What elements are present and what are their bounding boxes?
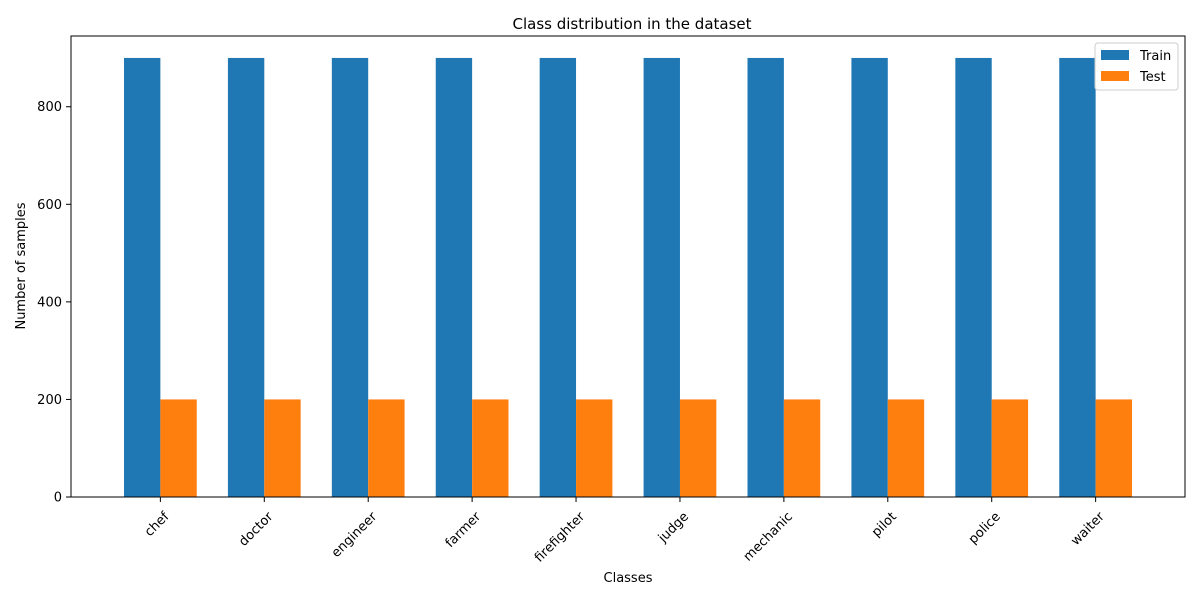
bar-train-judge (643, 57, 680, 497)
x-axis: chef doctor engineer farmer firefighter judge… (142, 497, 1108, 566)
x-tick-label-chef: chef (142, 509, 173, 540)
bar-train-doctor (227, 57, 265, 497)
y-tick-label: 600 (37, 198, 62, 213)
y-axis-title: Number of samples (14, 202, 29, 329)
bar-train-waiter (1059, 57, 1096, 497)
y-axis: 0 200 400 600 800 (37, 100, 71, 506)
x-tick-label-pilot: pilot (869, 509, 900, 540)
legend-label-test: Test (1139, 70, 1166, 85)
bar-train-firefighter (539, 57, 577, 497)
x-tick-label-firefighter: firefighter (532, 509, 589, 566)
bar-test-waiter (1095, 399, 1132, 497)
bar-test-chef (160, 399, 197, 497)
y-tick-label: 400 (37, 295, 62, 310)
legend: Train Test (1094, 42, 1179, 91)
bar-test-firefighter (576, 399, 613, 497)
legend-swatch-test (1101, 71, 1129, 81)
legend-swatch-train (1101, 50, 1129, 60)
bar-test-police (991, 399, 1029, 497)
bar-train-chef (124, 57, 161, 497)
x-tick-label-mechanic: mechanic (741, 509, 796, 564)
bars-layer (124, 57, 1132, 497)
bar-train-pilot (851, 57, 888, 497)
y-tick-label: 800 (37, 100, 62, 115)
bar-train-farmer (435, 57, 473, 497)
bar-train-engineer (331, 57, 369, 497)
x-tick-label-doctor: doctor (236, 509, 277, 550)
bar-train-police (955, 57, 992, 497)
bar-test-pilot (887, 399, 925, 497)
bar-test-mechanic (783, 399, 821, 497)
chart-title: Class distribution in the dataset (512, 15, 751, 33)
bar-test-farmer (472, 399, 509, 497)
bar-train-mechanic (747, 57, 784, 497)
bar-test-engineer (368, 399, 405, 497)
legend-label-train: Train (1139, 49, 1171, 64)
x-tick-label-police: police (966, 509, 1004, 547)
x-tick-label-engineer: engineer (329, 509, 381, 561)
y-tick-label: 200 (37, 393, 62, 408)
bar-test-doctor (264, 399, 301, 497)
bar-test-judge (679, 399, 717, 497)
y-tick-label: 0 (54, 491, 62, 506)
x-tick-label-judge: judge (655, 509, 692, 546)
x-axis-title: Classes (604, 571, 653, 586)
x-tick-label-waiter: waiter (1068, 509, 1108, 549)
plot-frame (70, 35, 1186, 498)
x-tick-label-farmer: farmer (443, 509, 485, 551)
